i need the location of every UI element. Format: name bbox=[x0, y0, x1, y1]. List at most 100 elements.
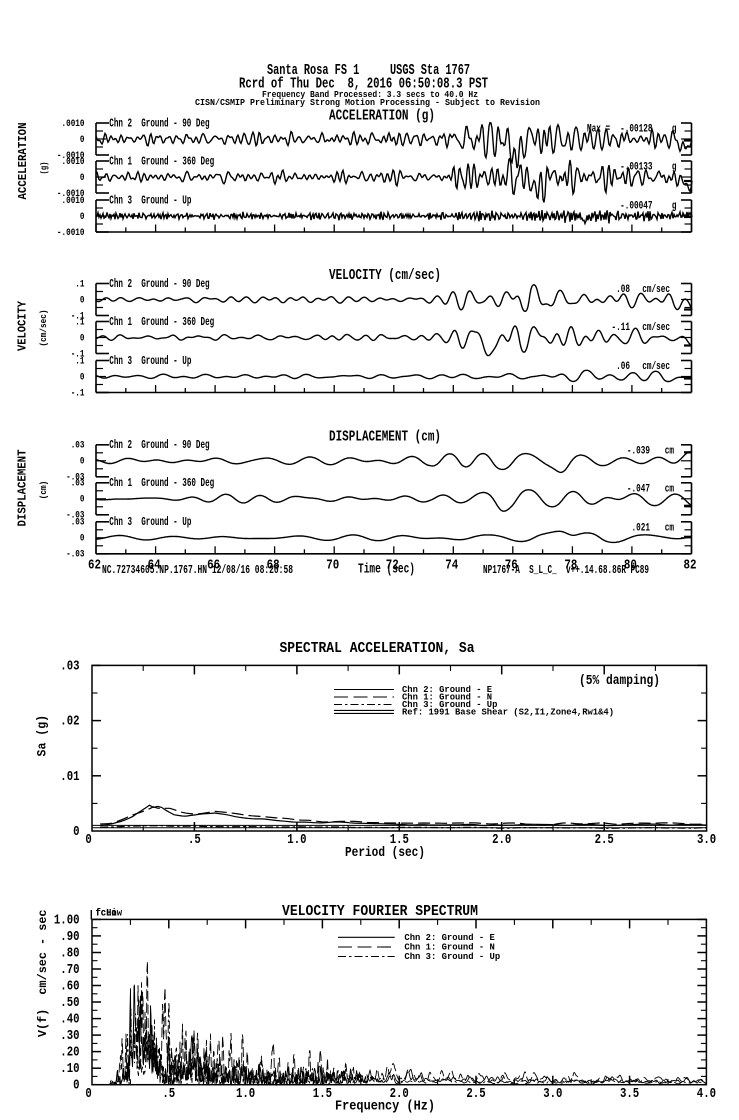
svg-text:Chn 2 Ground - 90 Deg: Chn 2 Ground - 90 Deg bbox=[109, 277, 209, 291]
svg-text:(g): (g) bbox=[39, 162, 50, 175]
svg-text:-.1: -.1 bbox=[71, 311, 85, 322]
svg-text:.01: .01 bbox=[60, 770, 79, 785]
svg-text:Chn 1: Ground - N: Chn 1: Ground - N bbox=[404, 942, 495, 953]
svg-text:Chn 1 Ground - 360 Deg: Chn 1 Ground - 360 Deg bbox=[109, 315, 214, 329]
svg-text:.08: .08 bbox=[616, 284, 630, 296]
svg-text:2.5: 2.5 bbox=[466, 1087, 485, 1102]
svg-text:Frequency (Hz): Frequency (Hz) bbox=[335, 1099, 435, 1115]
svg-text:.0010: .0010 bbox=[62, 157, 85, 168]
svg-text:g: g bbox=[672, 124, 677, 136]
svg-text:64: 64 bbox=[148, 559, 161, 574]
svg-text:Chn 2: Ground - E: Chn 2: Ground - E bbox=[404, 932, 495, 943]
svg-text:.0010: .0010 bbox=[62, 196, 85, 207]
svg-text:0: 0 bbox=[80, 534, 85, 545]
svg-text:0: 0 bbox=[80, 295, 85, 306]
svg-text:.02: .02 bbox=[60, 715, 79, 730]
svg-text:.80: .80 bbox=[60, 947, 79, 962]
svg-text:(5% damping): (5% damping) bbox=[579, 673, 660, 689]
svg-text:g: g bbox=[672, 201, 677, 213]
svg-text:VELOCITY (cm/sec): VELOCITY (cm/sec) bbox=[329, 267, 441, 284]
svg-text:CISN/CSMIP Preliminary Strong: CISN/CSMIP Preliminary Strong Motion Pro… bbox=[195, 97, 540, 108]
svg-text:68: 68 bbox=[267, 559, 280, 574]
svg-text:DISPLACEMENT (cm): DISPLACEMENT (cm) bbox=[329, 429, 441, 446]
svg-text:cm: cm bbox=[665, 522, 675, 534]
svg-text:cm/sec: cm/sec bbox=[642, 361, 670, 373]
svg-text:3.0: 3.0 bbox=[543, 1087, 562, 1102]
svg-text:.20: .20 bbox=[60, 1046, 79, 1061]
svg-text:0: 0 bbox=[73, 825, 79, 840]
svg-text:.0010: .0010 bbox=[62, 119, 85, 130]
svg-text:70: 70 bbox=[326, 559, 339, 574]
svg-text:-.03: -.03 bbox=[66, 473, 84, 484]
svg-text:76: 76 bbox=[505, 559, 518, 574]
svg-text:fcLow: fcLow bbox=[96, 908, 123, 920]
svg-text:Rcrd of Thu Dec 8, 2016 06:50: Rcrd of Thu Dec 8, 2016 06:50:08.3 PST bbox=[239, 77, 488, 93]
svg-text:.70: .70 bbox=[60, 963, 79, 978]
svg-text:1.0: 1.0 bbox=[236, 1087, 255, 1102]
svg-text:3.5: 3.5 bbox=[620, 1087, 639, 1102]
svg-text:Chn 3 Ground - Up: Chn 3 Ground - Up bbox=[109, 354, 191, 368]
svg-text:Chn 3 Ground - Up: Chn 3 Ground - Up bbox=[109, 515, 191, 529]
svg-text:66: 66 bbox=[207, 559, 220, 574]
svg-text:.5: .5 bbox=[162, 1087, 175, 1102]
svg-text:.1: .1 bbox=[75, 356, 84, 367]
svg-text:VELOCITY: VELOCITY bbox=[15, 300, 29, 351]
svg-text:ACCELERATION: ACCELERATION bbox=[16, 123, 30, 200]
svg-text:Chn 3: Ground - Up: Chn 3: Ground - Up bbox=[402, 699, 498, 710]
svg-text:Chn 3: Ground - Up: Chn 3: Ground - Up bbox=[404, 951, 500, 962]
svg-text:Ref: 1991 Base Shear (S2,I1,Zo: Ref: 1991 Base Shear (S2,I1,Zone4,Rw1&4) bbox=[402, 707, 614, 718]
svg-text:3.0: 3.0 bbox=[697, 833, 716, 848]
svg-text:-.0010: -.0010 bbox=[57, 189, 85, 200]
svg-text:1.5: 1.5 bbox=[313, 1087, 332, 1102]
svg-text:82: 82 bbox=[684, 559, 697, 574]
svg-text:cm/sec: cm/sec bbox=[642, 284, 670, 296]
svg-text:Chn 1: Ground - N: Chn 1: Ground - N bbox=[402, 692, 492, 703]
svg-text:.50: .50 bbox=[60, 996, 79, 1011]
svg-text:(cm): (cm) bbox=[38, 481, 49, 500]
svg-text:-.00128: -.00128 bbox=[620, 124, 653, 136]
svg-text:1.00: 1.00 bbox=[54, 913, 80, 928]
svg-text:(cm/sec): (cm/sec) bbox=[38, 310, 49, 347]
svg-text:.03: .03 bbox=[71, 479, 85, 490]
svg-text:2.5: 2.5 bbox=[595, 833, 614, 848]
svg-text:Santa Rosa FS 1 USGS Sta 1: Santa Rosa FS 1 USGS Sta 1767 bbox=[267, 63, 470, 79]
svg-text:.5: .5 bbox=[188, 833, 201, 848]
svg-text:Chn 1 Ground - 360 Deg: Chn 1 Ground - 360 Deg bbox=[109, 476, 214, 490]
svg-text:0: 0 bbox=[80, 173, 85, 184]
svg-text:-.1: -.1 bbox=[71, 388, 85, 399]
svg-text:78: 78 bbox=[564, 559, 577, 574]
svg-text:0: 0 bbox=[80, 135, 85, 146]
svg-text:0: 0 bbox=[85, 833, 91, 848]
svg-text:Chn 2 Ground - 90 Deg: Chn 2 Ground - 90 Deg bbox=[109, 116, 209, 130]
svg-text:1.5: 1.5 bbox=[390, 833, 409, 848]
svg-text:0: 0 bbox=[80, 457, 85, 468]
svg-text:-.047: -.047 bbox=[627, 483, 650, 495]
svg-text:0: 0 bbox=[73, 1079, 79, 1094]
svg-text:V(f) cm/sec - sec: V(f) cm/sec - sec bbox=[36, 910, 50, 1038]
svg-text:Chn 2: Ground - E: Chn 2: Ground - E bbox=[402, 684, 492, 695]
svg-text:0: 0 bbox=[85, 1087, 91, 1102]
svg-text:-.03: -.03 bbox=[66, 511, 84, 522]
svg-text:.03: .03 bbox=[60, 659, 79, 674]
svg-text:Chn 1 Ground - 360 Deg: Chn 1 Ground - 360 Deg bbox=[109, 154, 214, 168]
svg-text:fcHi: fcHi bbox=[96, 908, 117, 920]
svg-text:Sa (g): Sa (g) bbox=[36, 715, 50, 757]
svg-text:NP1767-A S_L_C_ v++.14.68.86: NP1767-A S_L_C_ v++.14.68.86R PC89 bbox=[483, 563, 649, 577]
svg-text:cm/sec: cm/sec bbox=[642, 322, 670, 334]
svg-text:-.11: -.11 bbox=[612, 322, 631, 334]
svg-text:SPECTRAL ACCELERATION, Sa: SPECTRAL ACCELERATION, Sa bbox=[280, 640, 475, 657]
svg-text:0: 0 bbox=[80, 212, 85, 223]
svg-text:62: 62 bbox=[88, 559, 101, 574]
svg-text:80: 80 bbox=[624, 559, 637, 574]
svg-text:ACCELERATION (g): ACCELERATION (g) bbox=[329, 108, 435, 125]
svg-text:Time (sec): Time (sec) bbox=[358, 562, 415, 578]
svg-text:cm: cm bbox=[665, 445, 675, 457]
svg-text:.021: .021 bbox=[632, 522, 651, 534]
svg-text:Chn 2 Ground - 90 Deg: Chn 2 Ground - 90 Deg bbox=[109, 438, 209, 452]
svg-text:74: 74 bbox=[445, 559, 458, 574]
svg-text:-.00133: -.00133 bbox=[620, 162, 653, 174]
svg-text:.03: .03 bbox=[71, 441, 85, 452]
svg-text:2.0: 2.0 bbox=[390, 1087, 409, 1102]
svg-text:-.0010: -.0010 bbox=[57, 228, 85, 239]
svg-text:.90: .90 bbox=[60, 930, 79, 945]
